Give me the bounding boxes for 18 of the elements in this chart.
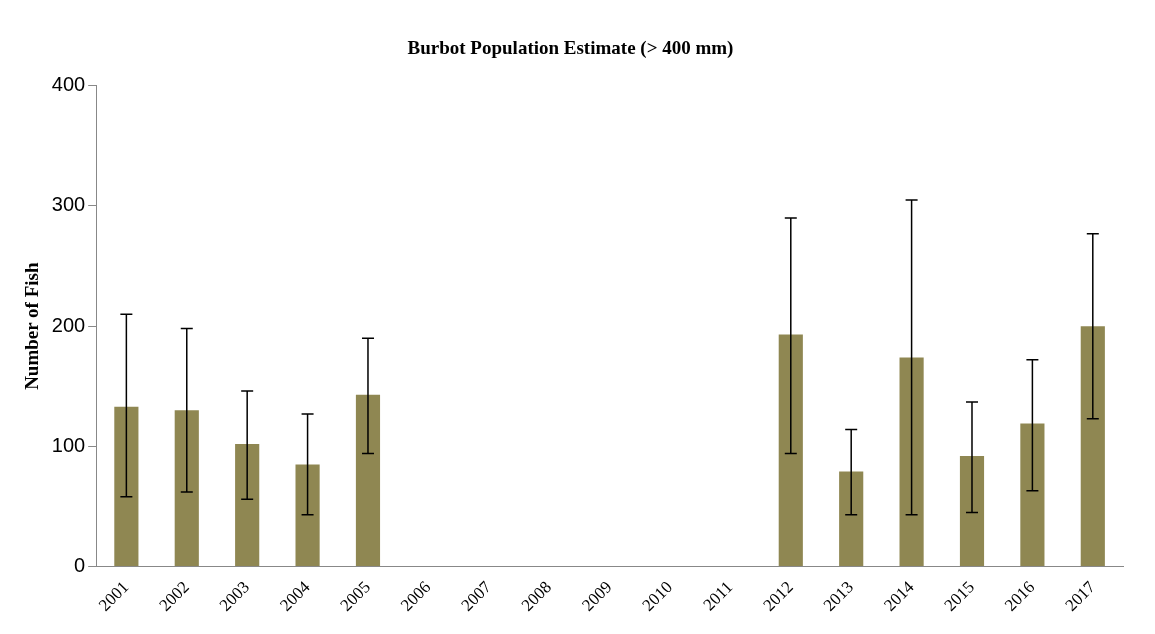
bar	[174, 410, 199, 567]
bar	[235, 443, 260, 567]
y-axis-title: Number of Fish	[21, 262, 43, 390]
y-tick-label: 300	[51, 193, 86, 216]
bar	[959, 455, 985, 567]
y-tick-label: 200	[51, 313, 86, 336]
bar	[778, 334, 803, 567]
y-tick-label: 400	[51, 73, 86, 96]
bar	[1080, 326, 1105, 567]
bar	[355, 394, 381, 567]
bar	[1020, 423, 1045, 567]
y-tick-label: 100	[51, 433, 86, 456]
bar	[295, 464, 320, 567]
bar	[114, 406, 139, 567]
bar	[899, 357, 924, 567]
chart-title: Burbot Population Estimate (> 400 mm)	[407, 37, 734, 60]
bar	[839, 471, 864, 567]
y-tick-label: 0	[74, 554, 86, 577]
